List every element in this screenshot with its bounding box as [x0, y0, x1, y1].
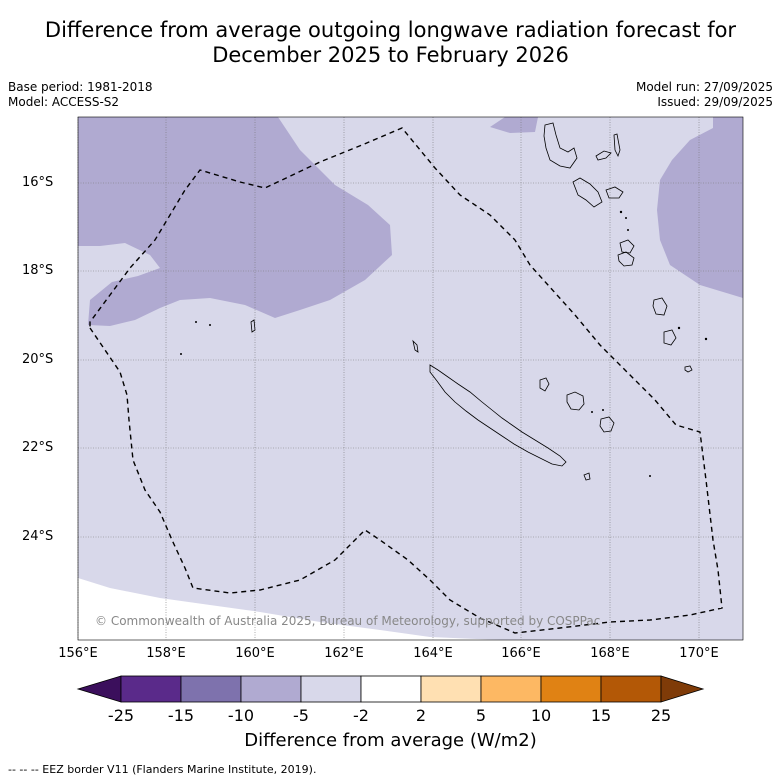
ambae [595, 150, 612, 161]
colorbar-tick-5: 2 [415, 706, 427, 725]
anomaly-negative-east [657, 117, 743, 298]
malekula [572, 177, 603, 208]
map-fields [78, 117, 743, 640]
tanna [652, 297, 668, 316]
colorbar-tick-2: -10 [227, 706, 255, 725]
lon-label-166e: 166°E [501, 646, 541, 661]
lon-label-170e: 170°E [679, 646, 719, 661]
title-line-1: Difference from average outgoing longwav… [44, 18, 737, 42]
small-islets [180, 210, 708, 477]
anomaly-negative-west [78, 117, 392, 326]
mare [599, 416, 615, 433]
belep-islands [412, 339, 419, 353]
pentecost-ambrym [605, 186, 624, 199]
issued-date: Issued: 29/09/2025 [657, 95, 773, 109]
base-period: Base period: 1981-2018 [8, 80, 153, 94]
eez-footnote: -- -- -- EEZ border V11 (Flanders Marine… [8, 763, 317, 776]
lat-label-16s: 16°S [22, 175, 54, 190]
model-run: Model run: 27/09/2025 [635, 80, 773, 94]
lat-label-24s: 24°S [22, 529, 54, 544]
lifou [566, 391, 585, 411]
lon-label-158e: 158°E [146, 646, 186, 661]
lat-label-22s: 22°S [22, 440, 54, 455]
lat-label-18s: 18°S [22, 263, 54, 278]
colorbar-tick-8: 15 [590, 706, 612, 725]
aneityum [663, 329, 677, 346]
colorbar-tick-6: 5 [475, 706, 487, 725]
left-info: Base period: 1981-2018 Model: ACCESS-S2 [8, 80, 153, 110]
colorbar-tick-3: -5 [293, 706, 309, 725]
colorbar-tick-1: -15 [167, 706, 195, 725]
lon-label-164e: 164°E [413, 646, 453, 661]
colorbar-tick-0: -25 [107, 706, 135, 725]
isle-of-pines [583, 472, 591, 481]
chart-title: Difference from average outgoing longwav… [0, 18, 781, 68]
lon-label-156e: 156°E [58, 646, 98, 661]
anomaly-neutral-southwest [78, 578, 500, 640]
model-name: Model: ACCESS-S2 [8, 95, 120, 109]
coastlines [250, 122, 693, 481]
colorbar-tick-7: 10 [530, 706, 552, 725]
right-info: Model run: 27/09/2025 Issued: 29/09/2025 [636, 80, 773, 110]
eez-border [89, 127, 723, 634]
matthew-island [684, 365, 693, 373]
erromango [617, 251, 635, 267]
colorbar-tick-4: -2 [353, 706, 369, 725]
lat-label-20s: 20°S [22, 352, 54, 367]
lon-label-160e: 160°E [235, 646, 275, 661]
title-line-2: December 2025 to February 2026 [212, 43, 569, 67]
map-frame [77, 116, 744, 641]
copyright-text: © Commonwealth of Australia 2025, Bureau… [95, 614, 601, 628]
new-caledonia-main [429, 364, 567, 467]
maewo [613, 133, 621, 158]
lon-label-168e: 168°E [590, 646, 630, 661]
efate [619, 239, 635, 254]
colorbar-title: Difference from average (W/m2) [244, 730, 537, 751]
espiritu-santo [543, 122, 578, 169]
lon-label-162e: 162°E [324, 646, 364, 661]
colorbar-tick-9: 25 [650, 706, 672, 725]
chesterfield-reef-1 [250, 319, 256, 333]
anomaly-negative-north [490, 117, 538, 133]
ouvea [539, 377, 550, 392]
